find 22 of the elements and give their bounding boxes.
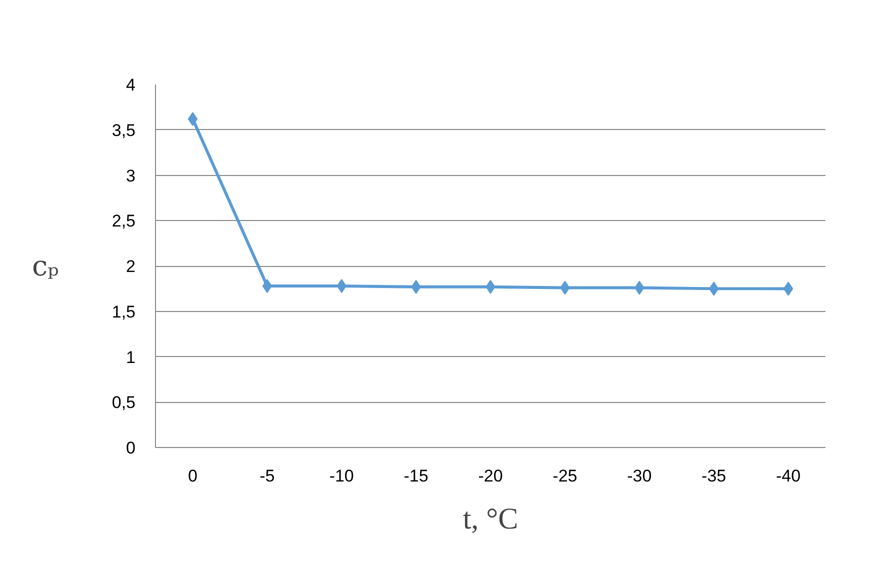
- y-tick-label: 3: [126, 166, 136, 186]
- y-tick-label: 2: [126, 257, 136, 276]
- point: [188, 112, 198, 126]
- x-tick-label: -15: [404, 466, 428, 486]
- x-tick-label: -30: [627, 466, 652, 486]
- x-tick-label: -5: [260, 466, 275, 486]
- x-tick-label: -25: [552, 466, 578, 486]
- y-tick-label: 0,5: [112, 393, 136, 412]
- y-tick-label: 4: [126, 76, 136, 94]
- x-tick-label: -10: [329, 466, 354, 486]
- y-tick-label: 1,5: [112, 302, 136, 322]
- point: [783, 282, 794, 296]
- x-tick-label: -20: [478, 466, 503, 486]
- x-tick-label: 0: [188, 466, 198, 486]
- x-axis-title: t, °C: [462, 502, 518, 536]
- y-tick-label: 0: [126, 438, 136, 458]
- y-tick-label: 2,5: [112, 212, 136, 231]
- x-tick-label: -40: [776, 466, 801, 486]
- y-tick-label: 1: [126, 348, 136, 367]
- y-tick-label: 3,5: [112, 120, 136, 140]
- y-axis-title: cₚ: [32, 250, 59, 282]
- x-tick-label: -35: [702, 466, 726, 486]
